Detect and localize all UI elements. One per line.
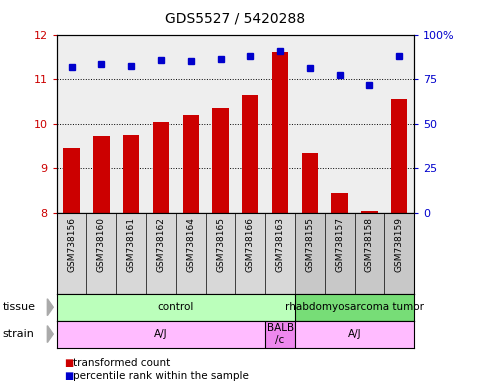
Bar: [176, 213, 206, 294]
Text: GSM738165: GSM738165: [216, 217, 225, 272]
Bar: [116, 213, 146, 294]
Bar: [86, 213, 116, 294]
Text: GSM738159: GSM738159: [395, 217, 404, 272]
Text: strain: strain: [2, 329, 35, 339]
Bar: [242, 95, 258, 213]
Bar: [57, 294, 295, 321]
Text: A/J: A/J: [154, 329, 168, 339]
Text: GSM738161: GSM738161: [127, 217, 136, 272]
Bar: [236, 213, 265, 294]
Bar: [265, 213, 295, 294]
Text: GSM738156: GSM738156: [67, 217, 76, 272]
Bar: [295, 321, 414, 348]
Bar: [391, 99, 407, 213]
Bar: [57, 213, 86, 294]
Text: GSM738166: GSM738166: [246, 217, 255, 272]
Text: GSM738155: GSM738155: [305, 217, 315, 272]
Text: BALB
/c: BALB /c: [267, 323, 294, 345]
Text: rhabdomyosarcoma tumor: rhabdomyosarcoma tumor: [285, 302, 424, 312]
Bar: [64, 148, 80, 213]
Bar: [361, 211, 378, 213]
Text: GSM738160: GSM738160: [97, 217, 106, 272]
Text: GSM738162: GSM738162: [156, 217, 166, 272]
Bar: [325, 213, 354, 294]
Text: tissue: tissue: [2, 302, 35, 312]
Bar: [206, 213, 236, 294]
Text: A/J: A/J: [348, 329, 361, 339]
Text: GDS5527 / 5420288: GDS5527 / 5420288: [165, 12, 306, 25]
Bar: [93, 136, 109, 213]
Bar: [385, 213, 414, 294]
Bar: [331, 193, 348, 213]
Text: transformed count: transformed count: [73, 358, 170, 368]
Text: GSM738163: GSM738163: [276, 217, 284, 272]
Bar: [182, 115, 199, 213]
Text: ■: ■: [64, 371, 73, 381]
Bar: [354, 213, 385, 294]
Bar: [123, 135, 140, 213]
Bar: [295, 294, 414, 321]
Bar: [57, 321, 265, 348]
Bar: [265, 321, 295, 348]
Text: GSM738158: GSM738158: [365, 217, 374, 272]
Bar: [153, 122, 169, 213]
Bar: [212, 108, 229, 213]
Bar: [272, 53, 288, 213]
Bar: [146, 213, 176, 294]
Bar: [295, 213, 325, 294]
Text: ■: ■: [64, 358, 73, 368]
Bar: [302, 153, 318, 213]
Text: control: control: [158, 302, 194, 312]
Text: GSM738157: GSM738157: [335, 217, 344, 272]
Text: percentile rank within the sample: percentile rank within the sample: [73, 371, 249, 381]
Text: GSM738164: GSM738164: [186, 217, 195, 272]
